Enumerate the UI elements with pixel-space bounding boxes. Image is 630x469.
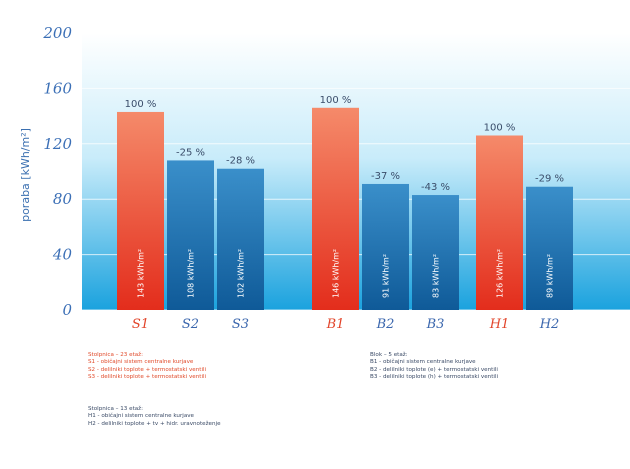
bar-percent-label: 100 % bbox=[484, 122, 516, 133]
y-tick-label: 40 bbox=[52, 246, 73, 264]
bar-percent-label: -43 % bbox=[421, 182, 450, 193]
bar-percent-label: -29 % bbox=[535, 174, 564, 185]
bar-value-label: 108 kWh/m² bbox=[187, 249, 196, 298]
y-axis-label: poraba [kWh/m²] bbox=[19, 128, 32, 222]
bar bbox=[167, 160, 214, 310]
bar bbox=[412, 195, 459, 310]
bar-value-label: 91 kWh/m² bbox=[382, 254, 391, 298]
bar-value-label: 146 kWh/m² bbox=[332, 249, 341, 298]
x-tick-label: H2 bbox=[539, 317, 560, 332]
x-tick-label: B2 bbox=[376, 317, 395, 332]
legend-title: Blok – 5 etaž: bbox=[370, 352, 408, 358]
bar-value-label: 143 kWh/m² bbox=[137, 249, 146, 298]
bar bbox=[526, 186, 573, 310]
legend-line: H1 - običajni sistem centralne kurjave bbox=[88, 413, 194, 420]
y-tick-label: 80 bbox=[53, 190, 73, 208]
bar bbox=[217, 168, 264, 310]
bar bbox=[117, 111, 164, 310]
legend-line: B3 - delilniki toplote (h) + termostatsk… bbox=[370, 374, 499, 381]
y-tick-label: 160 bbox=[43, 79, 72, 97]
legend-stolpnica-13: Stolpnica – 13 etaž: H1 - običajni siste… bbox=[88, 406, 221, 428]
legend-line: S1 - običajni sistem centralne kurjave bbox=[88, 359, 194, 366]
bars: 100 % 143 kWh/m² S1 -25 % 108 kWh/m² S2 -28 % 1… bbox=[117, 95, 573, 332]
bar-value-label: 126 kWh/m² bbox=[496, 249, 505, 298]
y-tick-label: 200 bbox=[42, 24, 72, 42]
y-axis-ticks: 0 40 80 120 160 200 bbox=[42, 24, 72, 319]
y-tick-label: 120 bbox=[43, 135, 72, 153]
x-tick-label: S3 bbox=[232, 317, 249, 332]
legend-title: Stolpnica – 13 etaž: bbox=[88, 406, 144, 412]
legend-line: S2 - delilniki toplote + termostatski ve… bbox=[88, 366, 207, 373]
x-tick-label: S1 bbox=[132, 317, 149, 332]
bar-percent-label: -25 % bbox=[176, 147, 205, 158]
x-tick-label: B1 bbox=[326, 317, 345, 332]
legend-title: Stolpnica – 23 etaž: bbox=[88, 352, 144, 358]
bar-percent-label: 100 % bbox=[320, 95, 352, 106]
x-tick-label: S2 bbox=[182, 317, 199, 332]
bar-percent-label: -28 % bbox=[226, 156, 255, 167]
legend-line: B2 - delilniki toplote (e) + termostatsk… bbox=[370, 366, 498, 373]
y-tick-label: 0 bbox=[62, 301, 72, 319]
bar-value-label: 89 kWh/m² bbox=[546, 254, 555, 298]
legend-line: H2 - delilniki toplote + tv + hidr. urav… bbox=[88, 420, 221, 427]
x-tick-label: H1 bbox=[489, 317, 510, 332]
bar bbox=[476, 135, 523, 310]
bar-percent-label: 100 % bbox=[125, 99, 157, 110]
bar bbox=[312, 107, 359, 310]
bar-value-label: 83 kWh/m² bbox=[432, 254, 441, 298]
legend-line: S3 - delilniki toplote + termostatski ve… bbox=[88, 374, 207, 381]
bar-percent-label: -37 % bbox=[371, 171, 400, 182]
bar bbox=[362, 183, 409, 310]
bar-value-label: 102 kWh/m² bbox=[237, 249, 246, 298]
legend-stolpnica-23: Stolpnica – 23 etaž: S1 - običajni siste… bbox=[88, 352, 206, 382]
legend-line: B1 - običajni sistem centralne kurjave bbox=[370, 359, 476, 366]
legend-blok: Blok – 5 etaž: B1 - običajni sistem cent… bbox=[370, 352, 498, 382]
x-tick-label: B3 bbox=[426, 317, 445, 332]
